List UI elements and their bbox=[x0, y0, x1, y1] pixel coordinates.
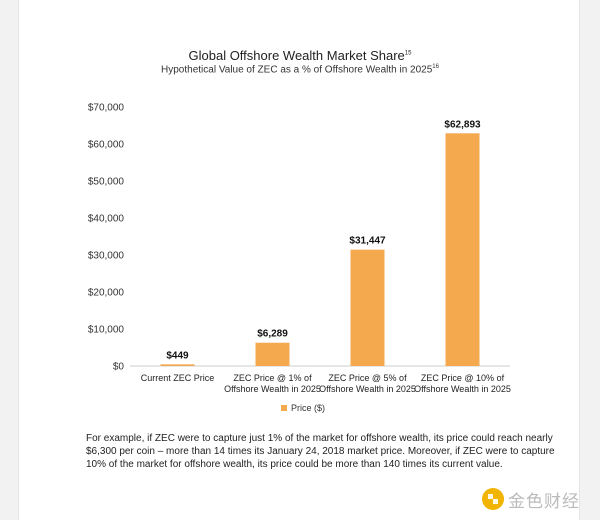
y-tick-label: $30,000 bbox=[88, 251, 125, 262]
subtitle-footnote: 16 bbox=[432, 64, 439, 70]
chart-title: Global Offshore Wealth Market Share15 bbox=[188, 48, 412, 63]
legend-label: Price ($) bbox=[291, 403, 325, 413]
chart-caption: For example, if ZEC were to capture just… bbox=[86, 433, 555, 470]
document-page bbox=[18, 0, 580, 520]
bar bbox=[350, 249, 385, 366]
bar bbox=[445, 133, 480, 366]
title-footnote: 15 bbox=[404, 50, 412, 57]
y-tick-label: $20,000 bbox=[88, 288, 125, 299]
chart-subtitle: Hypothetical Value of ZEC as a % of Offs… bbox=[161, 64, 439, 76]
y-tick-label: $70,000 bbox=[88, 103, 125, 114]
y-tick-label: $60,000 bbox=[88, 140, 125, 151]
category-label: ZEC Price @ 1% of bbox=[233, 373, 312, 383]
watermark-text: 金色财经 bbox=[508, 491, 580, 512]
bar bbox=[160, 364, 195, 366]
data-label: $62,893 bbox=[444, 119, 481, 130]
bar-chart: $0 $10,000 $20,000 $30,000 $40,000 $50,000 $60… bbox=[88, 103, 511, 414]
data-label: $31,447 bbox=[349, 236, 386, 247]
data-label: $449 bbox=[166, 350, 189, 361]
category-label: Offshore Wealth in 2025 bbox=[414, 384, 511, 394]
y-tick-label: $10,000 bbox=[88, 325, 125, 336]
bar bbox=[255, 342, 290, 366]
category-label: Current ZEC Price bbox=[141, 373, 215, 383]
category-label: ZEC Price @ 5% of bbox=[328, 373, 407, 383]
watermark: 金色财经 bbox=[482, 486, 594, 512]
y-tick-label: $50,000 bbox=[88, 177, 125, 188]
y-tick-label: $40,000 bbox=[88, 214, 125, 225]
y-tick-label: $0 bbox=[113, 362, 125, 373]
category-label: Offshore Wealth in 2025 bbox=[319, 384, 416, 394]
data-label: $6,289 bbox=[257, 329, 288, 340]
category-label: ZEC Price @ 10% of bbox=[421, 373, 505, 383]
gold-finance-logo-icon bbox=[482, 488, 504, 510]
category-label: Offshore Wealth in 2025 bbox=[224, 384, 321, 394]
legend-swatch bbox=[281, 405, 287, 411]
